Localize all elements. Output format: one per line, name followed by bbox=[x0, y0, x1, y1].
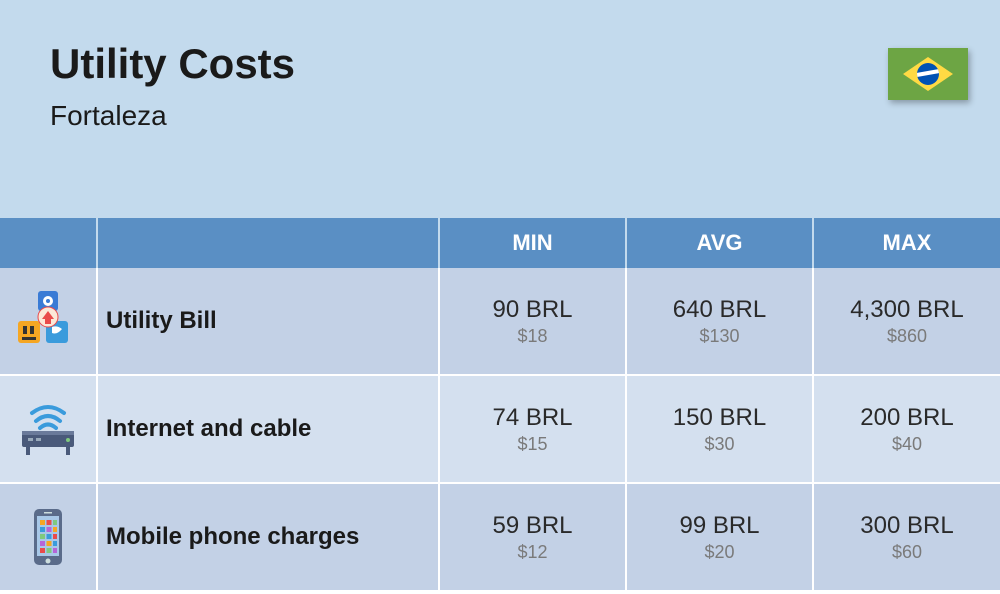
row-label: Utility Bill bbox=[98, 268, 440, 374]
table-row: Utility Bill 90 BRL $18 640 BRL $130 4,3… bbox=[0, 268, 1000, 376]
cell-icon bbox=[0, 484, 98, 590]
cell-avg: 640 BRL $130 bbox=[627, 268, 814, 374]
val-secondary: $130 bbox=[699, 326, 739, 347]
flag-band bbox=[917, 68, 939, 77]
cell-icon bbox=[0, 268, 98, 374]
flag-diamond bbox=[903, 57, 953, 91]
internet-cable-icon bbox=[14, 395, 82, 463]
val-secondary: $860 bbox=[887, 326, 927, 347]
table-body: Utility Bill 90 BRL $18 640 BRL $130 4,3… bbox=[0, 268, 1000, 592]
col-header-avg: AVG bbox=[627, 218, 814, 268]
col-header-min: MIN bbox=[440, 218, 627, 268]
val-primary: 200 BRL bbox=[860, 404, 953, 432]
cost-table: MIN AVG MAX bbox=[0, 218, 1000, 592]
table-row: Mobile phone charges 59 BRL $12 99 BRL $… bbox=[0, 484, 1000, 592]
val-primary: 300 BRL bbox=[860, 512, 953, 540]
cell-max: 200 BRL $40 bbox=[814, 376, 1000, 482]
flag-brazil bbox=[888, 48, 968, 100]
val-primary: 150 BRL bbox=[673, 404, 766, 432]
val-secondary: $40 bbox=[892, 434, 922, 455]
val-secondary: $15 bbox=[517, 434, 547, 455]
table-row: Internet and cable 74 BRL $15 150 BRL $3… bbox=[0, 376, 1000, 484]
page-subtitle: Fortaleza bbox=[50, 100, 950, 132]
cell-min: 74 BRL $15 bbox=[440, 376, 627, 482]
val-secondary: $12 bbox=[517, 542, 547, 563]
cell-max: 300 BRL $60 bbox=[814, 484, 1000, 590]
header: Utility Costs Fortaleza bbox=[0, 0, 1000, 218]
cell-avg: 99 BRL $20 bbox=[627, 484, 814, 590]
val-primary: 59 BRL bbox=[492, 512, 572, 540]
val-primary: 90 BRL bbox=[492, 296, 572, 324]
cell-avg: 150 BRL $30 bbox=[627, 376, 814, 482]
val-primary: 99 BRL bbox=[679, 512, 759, 540]
utility-bill-icon bbox=[14, 287, 82, 355]
val-primary: 74 BRL bbox=[492, 404, 572, 432]
val-secondary: $30 bbox=[704, 434, 734, 455]
cell-max: 4,300 BRL $860 bbox=[814, 268, 1000, 374]
cell-min: 90 BRL $18 bbox=[440, 268, 627, 374]
val-primary: 4,300 BRL bbox=[850, 296, 963, 324]
col-header-icon bbox=[0, 218, 98, 268]
val-secondary: $60 bbox=[892, 542, 922, 563]
page-title: Utility Costs bbox=[50, 40, 950, 88]
col-header-max: MAX bbox=[814, 218, 1000, 268]
val-secondary: $20 bbox=[704, 542, 734, 563]
table-header: MIN AVG MAX bbox=[0, 218, 1000, 268]
cell-icon bbox=[0, 376, 98, 482]
mobile-phone-icon bbox=[14, 503, 82, 571]
row-label: Mobile phone charges bbox=[98, 484, 440, 590]
col-header-label bbox=[98, 218, 440, 268]
flag-circle bbox=[917, 63, 939, 85]
row-label: Internet and cable bbox=[98, 376, 440, 482]
val-secondary: $18 bbox=[517, 326, 547, 347]
cell-min: 59 BRL $12 bbox=[440, 484, 627, 590]
val-primary: 640 BRL bbox=[673, 296, 766, 324]
